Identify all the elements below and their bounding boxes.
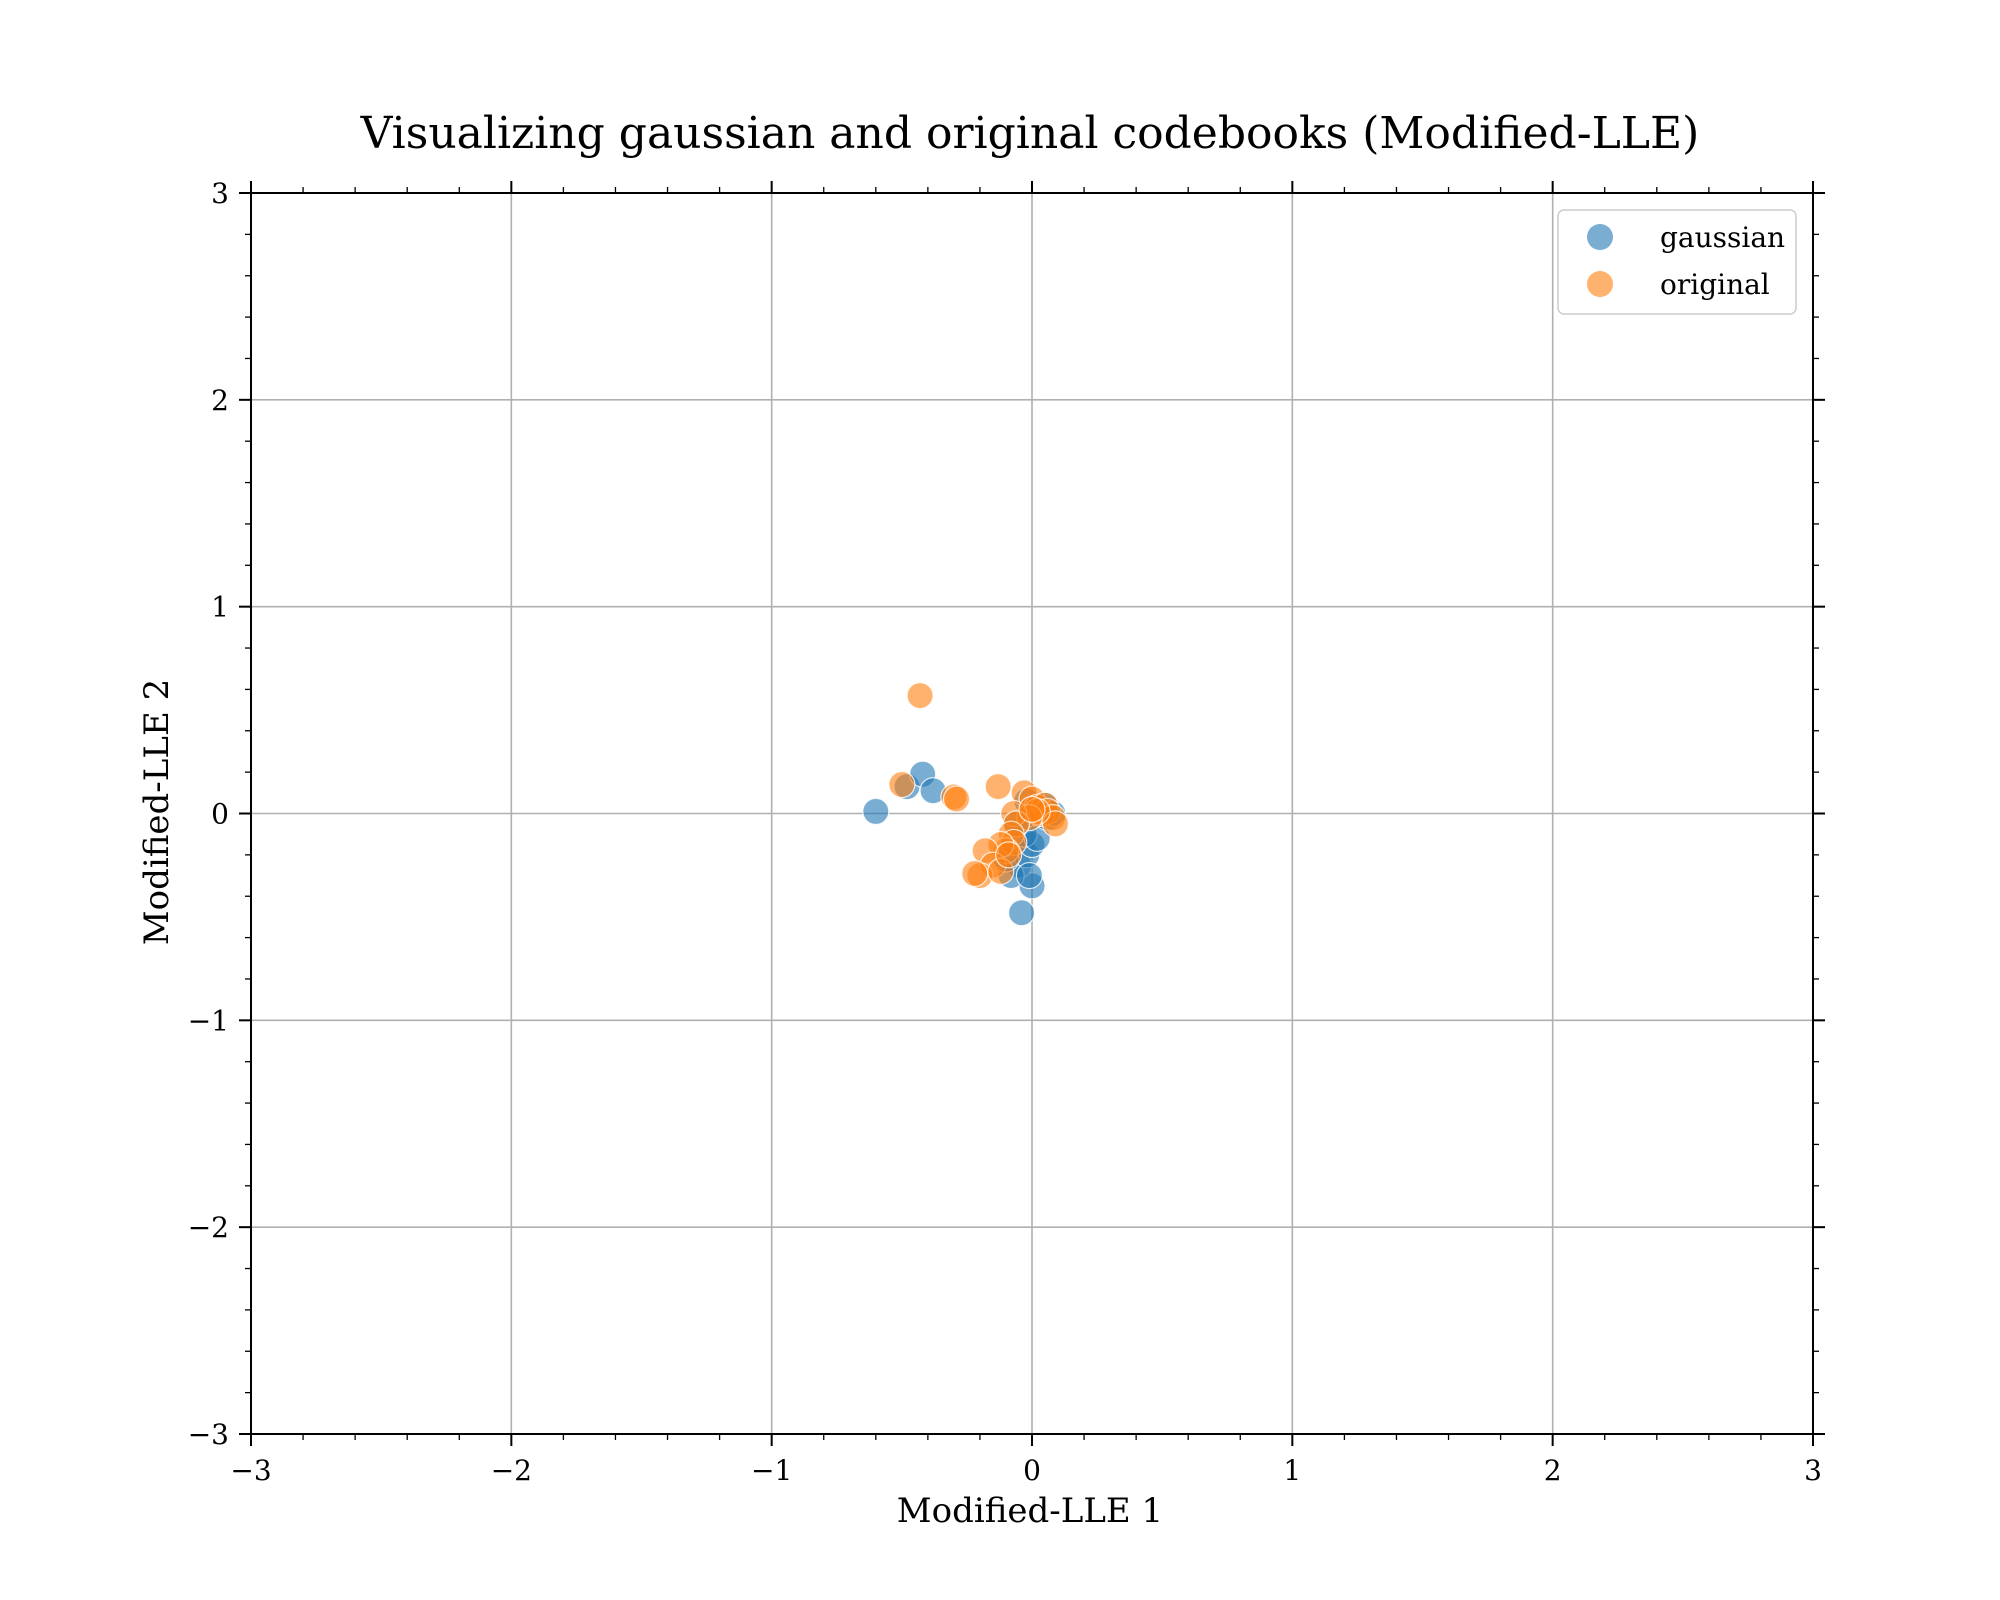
y-tick-label: 2 bbox=[211, 384, 229, 417]
legend-label-original: original bbox=[1660, 268, 1770, 301]
x-tick-label: 0 bbox=[1023, 1454, 1041, 1487]
point-original bbox=[888, 770, 916, 799]
point-gaussian bbox=[1015, 861, 1043, 890]
point-original bbox=[994, 841, 1023, 869]
legend-label-gaussian: gaussian bbox=[1660, 221, 1785, 254]
y-tick-label: −1 bbox=[188, 1004, 229, 1037]
x-tick-label: −2 bbox=[491, 1454, 532, 1487]
chart-title: Visualizing gaussian and original codebo… bbox=[360, 108, 1700, 159]
x-tick-label: −1 bbox=[751, 1454, 792, 1487]
point-original bbox=[906, 682, 934, 710]
ticks-layer bbox=[239, 181, 1825, 1446]
x-tick-label: 2 bbox=[1544, 1454, 1562, 1487]
point-gaussian bbox=[862, 797, 890, 826]
point-original bbox=[961, 859, 989, 888]
y-tick-label: 0 bbox=[211, 798, 229, 831]
point-original bbox=[942, 785, 971, 813]
legend-marker-original bbox=[1587, 271, 1613, 297]
point-original bbox=[1018, 795, 1046, 823]
legend-box bbox=[1557, 209, 1797, 315]
y-tick-label: 1 bbox=[211, 591, 229, 624]
x-tick-label: −3 bbox=[230, 1454, 271, 1487]
tick-labels: −3 −2 −1 0 1 2 3 −3 −2 −1 0 1 2 3 bbox=[188, 177, 1822, 1487]
legend-marker-gaussian bbox=[1587, 224, 1613, 250]
x-axis-label: Modified-LLE 1 bbox=[897, 1491, 1163, 1531]
point-original bbox=[984, 773, 1012, 801]
y-tick-label: −2 bbox=[188, 1211, 229, 1244]
point-gaussian bbox=[1007, 899, 1036, 927]
y-tick-label: −3 bbox=[188, 1418, 229, 1451]
y-tick-label: 3 bbox=[211, 177, 229, 210]
points-layer bbox=[862, 682, 1070, 927]
x-tick-label: 1 bbox=[1283, 1454, 1301, 1487]
legend: gaussian original bbox=[1557, 209, 1797, 315]
y-axis-label: Modified-LLE 2 bbox=[137, 679, 177, 945]
x-tick-label: 3 bbox=[1804, 1454, 1822, 1487]
